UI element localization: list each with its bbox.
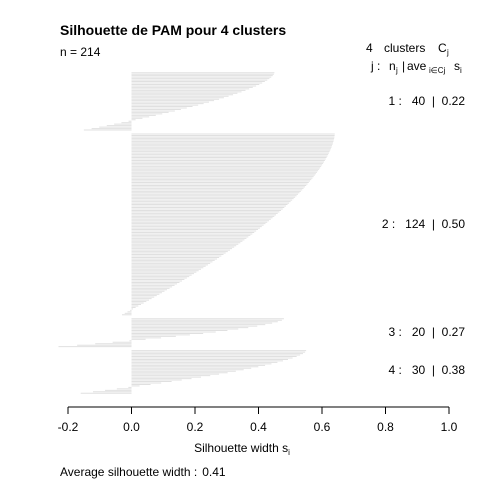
x-axis-label-subscript: i xyxy=(288,448,290,457)
x-tick-label: 0.6 xyxy=(314,420,331,434)
cluster-labels: 1 : 40 | 0.22 2 : 124 | 0.50 3 : 20 | 0.… xyxy=(382,94,466,377)
x-axis: -0.2 0.0 0.2 0.4 0.6 0.8 1.0 xyxy=(58,406,458,434)
legend-clusters-word: clusters xyxy=(384,41,425,55)
legend-n-sub: j xyxy=(395,66,398,75)
legend-c-sub: j xyxy=(446,48,449,57)
legend-j-label: j : xyxy=(370,59,380,73)
cluster-label-2: 2 : 124 | 0.50 xyxy=(382,217,466,231)
chart-title: Silhouette de PAM pour 4 clusters xyxy=(60,22,286,38)
legend-sep: | xyxy=(402,59,405,73)
legend-c: C xyxy=(438,41,447,55)
x-tick-label: 1.0 xyxy=(441,420,458,434)
cluster-label-4: 4 : 30 | 0.38 xyxy=(389,363,466,377)
average-silhouette-value: 0.41 xyxy=(202,465,226,479)
legend-n: n xyxy=(389,59,396,73)
x-axis-label: Silhouette width si xyxy=(194,441,290,457)
legend-ave-sub: i∈Cj xyxy=(429,66,446,75)
x-axis-label-main: Silhouette width s xyxy=(194,441,288,455)
x-tick-label: 0.0 xyxy=(123,420,140,434)
x-tick-label: 0.2 xyxy=(187,420,204,434)
average-silhouette: Average silhouette width : 0.41 xyxy=(60,465,226,479)
legend-header: 4 clusters C j j : n j | ave i∈Cj s i xyxy=(366,41,462,75)
legend-cluster-count: 4 xyxy=(366,41,373,55)
x-tick-label: 0.4 xyxy=(250,420,267,434)
average-silhouette-label: Average silhouette width : xyxy=(60,465,197,479)
bars-group xyxy=(58,72,335,394)
x-tick-label: 0.8 xyxy=(377,420,394,434)
legend-s-sub: i xyxy=(460,66,462,75)
chart-subtitle: n = 214 xyxy=(60,45,101,59)
legend-ave: ave xyxy=(407,59,427,73)
cluster-label-1: 1 : 40 | 0.22 xyxy=(389,94,466,108)
cluster-label-3: 3 : 20 | 0.27 xyxy=(389,325,466,339)
x-tick-label: -0.2 xyxy=(58,420,79,434)
legend-s: s xyxy=(454,59,460,73)
